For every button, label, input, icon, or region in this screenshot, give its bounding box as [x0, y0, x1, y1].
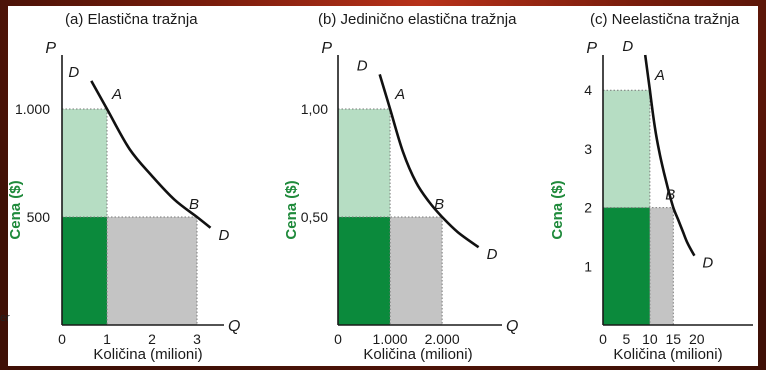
x-tick-label: 2: [148, 331, 156, 347]
y-tick-label: 1.000: [15, 101, 50, 117]
curve-label-bottom: D: [487, 246, 498, 263]
y-tick-label: 1: [584, 258, 592, 274]
area-lost-revenue: [338, 109, 391, 217]
y-tick-label: 0,50: [301, 209, 328, 225]
curve-label-top: D: [357, 57, 368, 74]
y-tick-label: 2: [584, 200, 592, 216]
y-axis-title: Cena ($): [283, 180, 300, 239]
x-tick-label: 3: [193, 331, 201, 347]
x-tick-label: 0: [599, 331, 607, 347]
demand-curve: [90, 80, 212, 229]
y-axis-letter: P: [586, 40, 597, 57]
area-gained-revenue: [107, 217, 197, 325]
curve-label-top: D: [68, 64, 79, 81]
area-gained-revenue: [390, 217, 443, 325]
area-kept-revenue: [603, 207, 650, 325]
y-tick-label: 4: [584, 82, 592, 98]
curve-label-bottom: D: [702, 255, 713, 272]
x-axis-title: Količina (milioni): [613, 346, 722, 363]
point-b-label: B: [189, 196, 199, 213]
area-kept-revenue: [338, 217, 391, 325]
x-axis-letter: Q: [506, 318, 518, 335]
x-tick-label: 0: [334, 331, 342, 347]
point-b-label: B: [434, 196, 444, 213]
demand-curve: [378, 74, 480, 249]
x-tick-label: 2.000: [425, 331, 460, 347]
y-axis-letter: P: [45, 40, 56, 57]
x-tick-label: 20: [689, 331, 705, 347]
point-a-label: A: [394, 86, 405, 103]
area-kept-revenue: [62, 217, 107, 325]
demand-curve: [643, 54, 696, 257]
y-tick-label: 1,00: [301, 101, 328, 117]
chart-inelastic: (c) Neelastična tražnja P D D A B Cena (…: [549, 11, 753, 363]
chart-title: (a) Elastična tražnja: [65, 11, 198, 28]
y-axis-title: Cena ($): [7, 180, 24, 239]
x-tick-label: 1.000: [373, 331, 408, 347]
point-b-label: B: [665, 187, 675, 204]
chart-title: (b) Jedinično elastična tražnja: [318, 11, 517, 28]
stray-text: er: [0, 312, 10, 324]
area-lost-revenue: [62, 109, 107, 217]
y-axis-letter: P: [321, 40, 332, 57]
area-gained-revenue: [649, 207, 674, 325]
curve-label-top: D: [622, 38, 633, 55]
x-tick-label: 10: [642, 331, 658, 347]
x-axis-title: Količina (milioni): [93, 346, 202, 363]
y-axis-title: Cena ($): [549, 180, 566, 239]
curve-label-bottom: D: [219, 227, 230, 244]
point-a-label: A: [111, 86, 122, 103]
x-tick-label: 5: [623, 331, 631, 347]
x-tick-label: 15: [666, 331, 682, 347]
x-tick-label: 0: [58, 331, 66, 347]
x-tick-label: 1: [103, 331, 111, 347]
chart-title: (c) Neelastična tražnja: [590, 11, 740, 28]
point-a-label: A: [654, 67, 665, 84]
y-tick-label: 3: [584, 141, 592, 157]
chart-elastic: (a) Elastična tražnja P Q D D A B Cena (…: [7, 11, 240, 363]
chart-unit-elastic: (b) Jedinično elastična tražnja P Q D D …: [283, 11, 518, 363]
y-tick-label: 500: [27, 209, 51, 225]
x-axis-title: Količina (milioni): [363, 346, 472, 363]
x-axis-letter: Q: [228, 318, 240, 335]
area-lost-revenue: [603, 90, 650, 208]
